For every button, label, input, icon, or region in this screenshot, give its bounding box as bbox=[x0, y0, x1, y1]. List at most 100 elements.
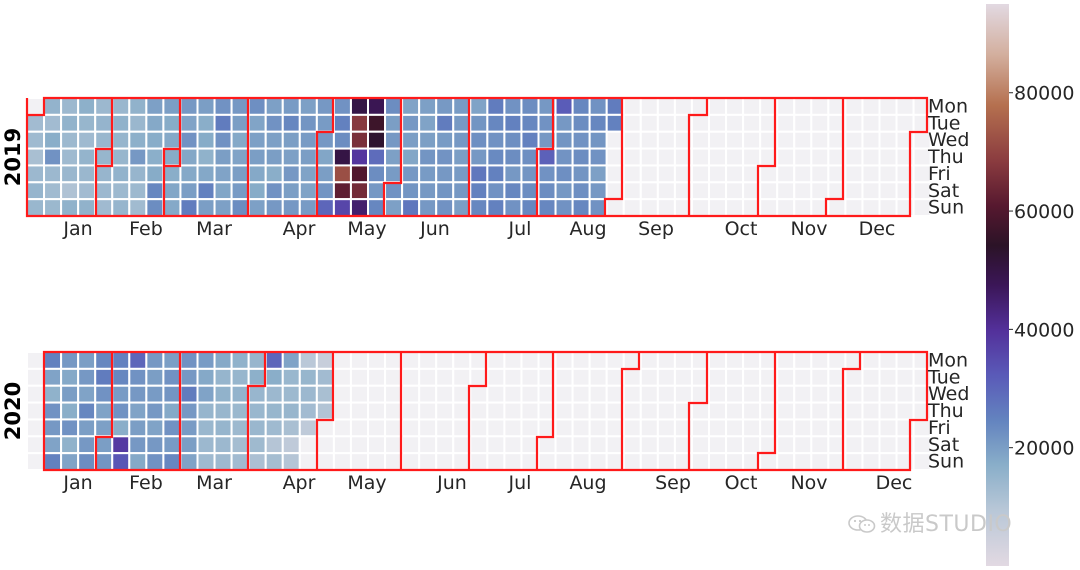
day-cell bbox=[810, 97, 830, 116]
month-label-sep: Sep bbox=[638, 218, 674, 240]
day-cell bbox=[435, 351, 455, 370]
day-cell bbox=[179, 435, 199, 455]
day-cell bbox=[401, 401, 421, 421]
day-cell bbox=[725, 113, 745, 133]
day-cell bbox=[725, 401, 745, 421]
day-cell bbox=[793, 97, 813, 116]
day-cell bbox=[77, 351, 97, 370]
day-cell bbox=[128, 418, 148, 438]
day-cell bbox=[861, 181, 881, 201]
day-cell bbox=[622, 130, 642, 150]
day-cell bbox=[861, 401, 881, 421]
day-cell bbox=[349, 418, 370, 438]
day-cell bbox=[639, 367, 659, 387]
day-cell bbox=[588, 351, 608, 370]
day-cell bbox=[298, 113, 318, 133]
day-cell bbox=[60, 130, 80, 150]
day-cell bbox=[452, 181, 472, 201]
day-cell bbox=[230, 97, 250, 116]
day-cell bbox=[179, 351, 199, 370]
day-cell bbox=[26, 452, 46, 472]
day-cell bbox=[656, 351, 676, 370]
day-cell bbox=[656, 198, 676, 218]
day-cell bbox=[435, 198, 455, 218]
day-cell bbox=[367, 181, 387, 201]
day-cell bbox=[247, 367, 267, 387]
day-cell bbox=[793, 164, 813, 184]
day-cell bbox=[60, 367, 80, 387]
day-cell bbox=[196, 198, 216, 218]
day-cell bbox=[162, 384, 182, 404]
day-cell bbox=[145, 452, 165, 472]
day-cell bbox=[503, 452, 523, 472]
day-cell bbox=[281, 181, 301, 201]
day-cell bbox=[435, 97, 455, 116]
day-cell bbox=[537, 435, 557, 455]
day-cell bbox=[742, 147, 762, 167]
day-cell bbox=[554, 164, 574, 184]
day-cell bbox=[622, 97, 642, 116]
day-cell bbox=[94, 452, 114, 472]
day-cell bbox=[111, 367, 131, 387]
day-cell bbox=[486, 351, 506, 370]
month-label-may: May bbox=[347, 218, 386, 240]
day-cell bbox=[690, 198, 711, 218]
day-cell bbox=[878, 452, 898, 472]
day-cell bbox=[503, 164, 523, 184]
day-cell bbox=[708, 384, 728, 404]
day-cell bbox=[94, 97, 114, 116]
day-cell bbox=[810, 418, 830, 438]
day-cell bbox=[656, 130, 676, 150]
day-cell bbox=[878, 367, 898, 387]
day-cell bbox=[793, 351, 813, 370]
day-cell bbox=[912, 198, 932, 218]
day-cell bbox=[759, 164, 779, 184]
day-cell bbox=[332, 401, 352, 421]
day-cell bbox=[43, 113, 63, 133]
day-cell bbox=[332, 198, 352, 218]
day-cell bbox=[742, 351, 762, 370]
day-cell bbox=[264, 198, 284, 218]
day-cell bbox=[384, 384, 404, 404]
day-cell bbox=[571, 181, 591, 201]
day-cell bbox=[298, 130, 318, 150]
day-cell bbox=[503, 418, 523, 438]
day-cell bbox=[111, 401, 131, 421]
day-cell bbox=[26, 435, 46, 455]
day-cell bbox=[349, 401, 370, 421]
day-cell bbox=[435, 181, 455, 201]
day-cell bbox=[656, 164, 676, 184]
day-cell bbox=[332, 452, 352, 472]
day-cell bbox=[230, 367, 250, 387]
day-cell bbox=[128, 147, 148, 167]
day-cell bbox=[844, 401, 864, 421]
day-cell bbox=[162, 147, 182, 167]
day-cell bbox=[77, 97, 97, 116]
day-cell bbox=[708, 97, 728, 116]
day-cell bbox=[708, 401, 728, 421]
day-cell bbox=[332, 113, 352, 133]
day-cell bbox=[111, 164, 131, 184]
day-cell bbox=[878, 418, 898, 438]
day-cell bbox=[26, 130, 46, 150]
day-cell bbox=[452, 164, 472, 184]
month-label-aug: Aug bbox=[569, 218, 606, 240]
day-cell bbox=[861, 452, 881, 472]
day-cell bbox=[298, 418, 318, 438]
day-cell bbox=[384, 181, 404, 201]
day-cell bbox=[469, 351, 489, 370]
day-cell bbox=[435, 147, 455, 167]
day-cell bbox=[452, 351, 472, 370]
day-cell bbox=[844, 181, 864, 201]
weekday-label-mon: Mon bbox=[928, 350, 968, 372]
day-cell bbox=[878, 113, 898, 133]
day-cell bbox=[588, 452, 608, 472]
day-cell bbox=[810, 113, 830, 133]
day-cell bbox=[247, 384, 267, 404]
day-cell bbox=[264, 164, 284, 184]
day-cell bbox=[264, 181, 284, 201]
day-cell bbox=[554, 351, 574, 370]
day-cell bbox=[878, 181, 898, 201]
day-cell bbox=[384, 147, 404, 167]
